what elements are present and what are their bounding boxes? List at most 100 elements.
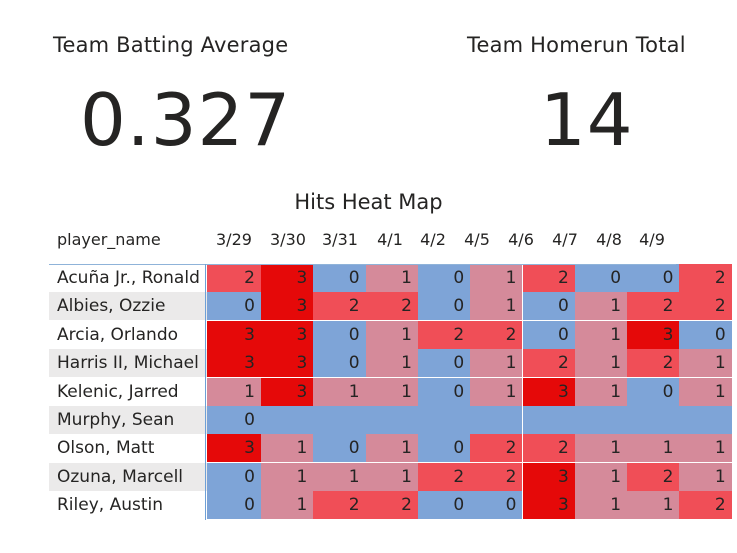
table-row: Riley, Austin 0 1 2 2 0 0 3 1 1 2 — [49, 491, 732, 520]
heatmap-cell: 3 — [522, 377, 575, 406]
heatmap-cell: 0 — [207, 292, 261, 321]
heatmap-cell: 1 — [627, 434, 680, 463]
player-name-cell[interactable]: Olson, Matt — [57, 438, 155, 459]
heatmap-cell: 3 — [522, 491, 575, 520]
kpi-homerun-value: 14 — [540, 78, 634, 162]
player-name-cell[interactable]: Murphy, Sean — [49, 406, 207, 434]
heatmap-cell — [417, 406, 471, 434]
heatmap-cell: 2 — [627, 462, 680, 491]
date-header[interactable]: 4/1 — [377, 230, 403, 249]
table-row: Murphy, Sean 0 — [49, 406, 732, 434]
heatmap-cell: 1 — [313, 462, 366, 491]
heatmap-cell: 1 — [365, 264, 418, 292]
player-name-cell[interactable]: Acuña Jr., Ronald — [57, 268, 200, 288]
heatmap-cell — [470, 406, 523, 434]
date-header[interactable]: 4/9 — [639, 230, 665, 249]
date-header[interactable]: 3/29 — [216, 230, 252, 249]
heatmap-cell: 1 — [574, 491, 628, 520]
table-row: Ozuna, Marcell 0 1 1 1 2 2 3 1 2 1 — [49, 462, 732, 491]
player-name-cell[interactable]: Ozuna, Marcell — [49, 462, 207, 491]
heatmap-cell — [574, 406, 628, 434]
heatmap-cell: 3 — [261, 349, 314, 378]
heatmap-cell: 2 — [417, 320, 471, 349]
heatmap-cell: 2 — [522, 349, 575, 378]
table-row: Albies, Ozzie 0 3 2 2 0 1 0 1 2 2 — [49, 292, 732, 321]
heatmap-cell: 1 — [470, 264, 523, 292]
heatmap-cell: 1 — [679, 434, 732, 463]
heatmap-cell: 3 — [207, 320, 261, 349]
heatmap-cell: 1 — [574, 377, 628, 406]
heatmap-cell: 3 — [261, 264, 314, 292]
player-name-cell[interactable]: Riley, Austin — [57, 495, 164, 516]
row-header-player-name[interactable]: player_name — [57, 230, 161, 249]
table-row: Harris II, Michael 3 3 0 1 0 1 2 1 2 1 — [49, 349, 732, 378]
player-name-cell[interactable]: Harris II, Michael — [49, 349, 207, 378]
heatmap-cell: 0 — [627, 377, 680, 406]
date-header[interactable]: 4/6 — [508, 230, 534, 249]
heatmap-cell: 0 — [417, 491, 471, 520]
heatmap-cell: 1 — [365, 462, 418, 491]
grid-top-border — [49, 264, 676, 265]
heatmap-cell: 1 — [627, 491, 680, 520]
heatmap-cell: 1 — [679, 349, 732, 378]
heatmap-cell: 1 — [207, 377, 261, 406]
heatmap-cell: 2 — [417, 462, 471, 491]
heatmap-cell: 0 — [313, 434, 366, 463]
heatmap-cell: 0 — [313, 264, 366, 292]
player-name-cell[interactable]: Arcia, Orlando — [57, 324, 179, 345]
date-header[interactable]: 3/30 — [270, 230, 306, 249]
player-name-cell[interactable]: Albies, Ozzie — [49, 292, 207, 321]
heatmap-cell: 1 — [313, 377, 366, 406]
heatmap-cell: 0 — [679, 320, 732, 349]
heatmap-cell: 1 — [470, 349, 523, 378]
heatmap-cell: 2 — [313, 491, 366, 520]
heatmap-cell: 3 — [261, 377, 314, 406]
date-header[interactable]: 4/7 — [552, 230, 578, 249]
heatmap-cell: 1 — [574, 320, 628, 349]
heatmap-cell — [679, 406, 732, 434]
heatmap-cell: 0 — [574, 264, 628, 292]
heatmap-cell: 0 — [417, 377, 471, 406]
heatmap-cell: 1 — [574, 349, 628, 378]
heatmap-cell: 3 — [207, 349, 261, 378]
heatmap-cell — [627, 406, 680, 434]
table-row: Olson, Matt 3 1 0 1 0 2 2 1 1 1 — [49, 434, 732, 463]
heatmap-cell: 0 — [417, 434, 471, 463]
table-row: Arcia, Orlando 3 3 0 1 2 2 0 1 3 0 — [49, 320, 732, 349]
heatmap-cell: 0 — [313, 320, 366, 349]
heatmap-cell: 1 — [470, 377, 523, 406]
heatmap-cell: 2 — [627, 349, 680, 378]
heatmap-cell: 1 — [679, 462, 732, 491]
heatmap-cell — [365, 406, 418, 434]
heatmap-cell: 2 — [470, 434, 523, 463]
date-header[interactable]: 4/5 — [464, 230, 490, 249]
heatmap-cell — [261, 406, 314, 434]
date-header[interactable]: 4/2 — [420, 230, 446, 249]
heatmap-cell — [522, 406, 575, 434]
heatmap-cell: 2 — [470, 320, 523, 349]
kpi-batting-average-value: 0.327 — [80, 78, 292, 162]
heatmap-cell: 2 — [470, 462, 523, 491]
heatmap-cell: 1 — [679, 377, 732, 406]
heatmap-cell: 3 — [261, 292, 314, 321]
table-row: Kelenic, Jarred 1 3 1 1 0 1 3 1 0 1 — [49, 377, 732, 406]
heatmap-cell: 2 — [679, 264, 732, 292]
heatmap-cell: 0 — [522, 320, 575, 349]
date-header[interactable]: 4/8 — [596, 230, 622, 249]
heatmap-cell: 3 — [207, 434, 261, 463]
heatmap-cell: 0 — [522, 292, 575, 321]
heatmap-cell: 3 — [627, 320, 680, 349]
heatmap-cell: 0 — [417, 292, 471, 321]
heatmap-cell: 1 — [365, 349, 418, 378]
heatmap-cell: 1 — [261, 462, 314, 491]
heatmap-cell: 1 — [261, 491, 314, 520]
heatmap-cell: 1 — [574, 434, 628, 463]
heatmap-cell: 3 — [522, 462, 575, 491]
player-name-cell[interactable]: Kelenic, Jarred — [57, 381, 179, 402]
heatmap-cell: 1 — [261, 434, 314, 463]
heatmap-cell: 0 — [207, 406, 261, 434]
heatmap-cell: 0 — [627, 264, 680, 292]
heatmap-cell: 2 — [313, 292, 366, 321]
date-header[interactable]: 3/31 — [322, 230, 358, 249]
heatmap-cell: 0 — [207, 462, 261, 491]
